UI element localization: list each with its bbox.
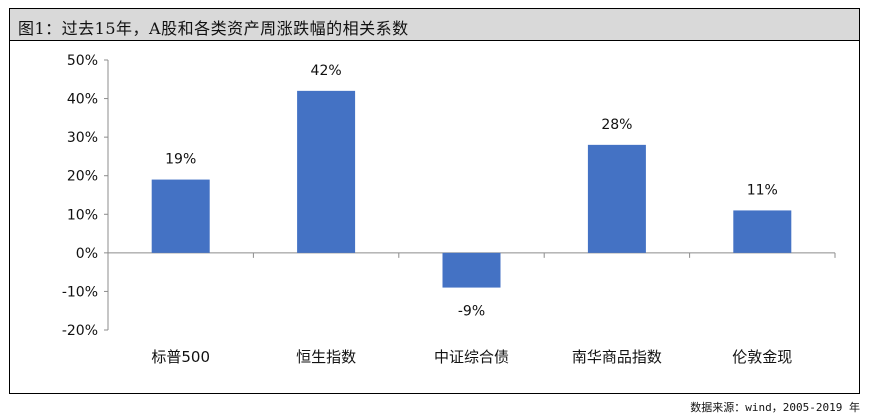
category-label: 中证综合债 (434, 348, 509, 366)
y-tick-label: 10% (67, 207, 98, 223)
category-label: 恒生指数 (296, 348, 356, 366)
y-tick-label: 30% (67, 130, 98, 146)
y-tick-label: 40% (67, 92, 98, 108)
data-label: 11% (747, 182, 778, 198)
title-bar: 图1：过去15年，A股和各类资产周涨跌幅的相关系数 (10, 9, 859, 41)
figure-frame: 图1：过去15年，A股和各类资产周涨跌幅的相关系数 (9, 8, 860, 394)
bar (297, 90, 356, 253)
y-tick-label: -20% (62, 323, 98, 339)
category-label: 伦敦金现 (732, 348, 792, 366)
bar (442, 252, 501, 288)
data-label: 19% (165, 152, 196, 168)
bar (733, 210, 792, 253)
data-source: 数据来源：wind，2005-2019 年 (690, 401, 860, 414)
y-tick-label: 20% (67, 169, 98, 185)
category-label: 标普500 (151, 348, 210, 366)
y-tick-label: -10% (62, 284, 98, 300)
figure-title: 图1：过去15年，A股和各类资产周涨跌幅的相关系数 (18, 19, 409, 38)
data-label: -9% (458, 304, 485, 320)
bar (151, 179, 210, 253)
data-label: 28% (601, 117, 632, 133)
category-label: 南华商品指数 (572, 348, 662, 366)
y-tick-label: 0% (76, 246, 98, 262)
data-label: 42% (311, 63, 342, 79)
bar (587, 144, 646, 253)
y-tick-label: 50% (67, 53, 98, 69)
